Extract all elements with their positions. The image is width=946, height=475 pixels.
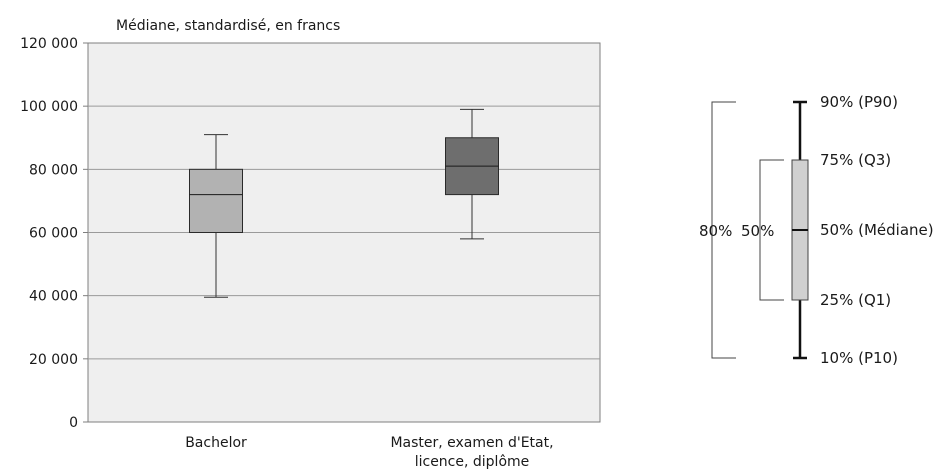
box-plot-0 — [189, 134, 243, 298]
grid-lines — [83, 42, 600, 423]
y-axis-tick-labels: 0 20 000 40 000 60 000 80 000 100 000 120 000 — [20, 36, 78, 431]
x-category-label-line: licence, diplôme — [415, 454, 530, 470]
key-label-3: 25% (Q1) — [820, 291, 891, 309]
x-category-label-1: Master, examen d'Etat, licence, diplôme — [390, 435, 553, 470]
x-category-label-line: Master, examen d'Etat, — [390, 435, 553, 451]
boxplot-legend-key: 90% (P90) 75% (Q3) 50% (Médiane) 25% (Q1) 10… — [699, 93, 934, 367]
key-label-0: 90% (P90) — [820, 93, 898, 111]
y-tick-label: 80 000 — [29, 162, 78, 178]
y-tick-label: 60 000 — [29, 226, 78, 242]
key-label-4: 10% (P10) — [820, 349, 898, 367]
y-tick-label: 0 — [69, 415, 78, 431]
y-tick-label: 40 000 — [29, 289, 78, 305]
y-tick-label: 20 000 — [29, 352, 78, 368]
box-iqr — [189, 168, 243, 233]
box-plots — [189, 108, 499, 298]
bracket-50 — [759, 159, 784, 301]
bracket-80 — [711, 101, 736, 359]
key-label-2: 50% (Médiane) — [820, 221, 934, 239]
x-category-label-0: Bachelor — [185, 435, 247, 451]
y-tick-label: 100 000 — [20, 99, 78, 115]
box-plot-1 — [445, 108, 499, 240]
x-axis-category-labels: Bachelor Master, examen d'Etat, licence, d… — [185, 435, 553, 470]
key-label-1: 75% (Q3) — [820, 151, 891, 169]
bracket-label-50: 50% — [741, 222, 774, 240]
y-tick-label: 120 000 — [20, 36, 78, 52]
bracket-label-80: 80% — [699, 222, 732, 240]
x-category-label-line: Bachelor — [185, 435, 247, 451]
chart-subtitle: Médiane, standardisé, en francs — [116, 18, 340, 34]
